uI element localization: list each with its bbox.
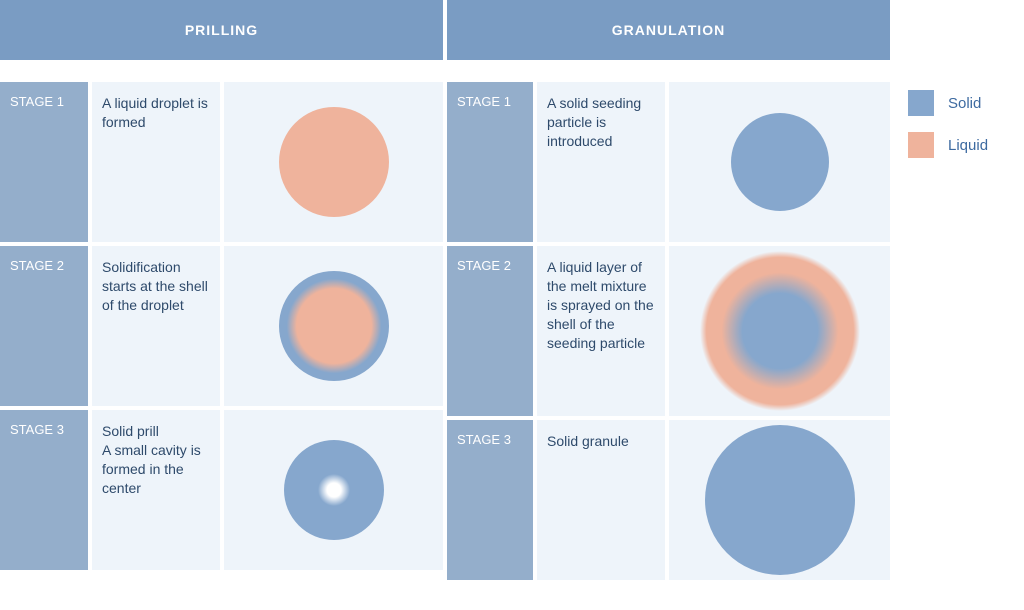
stage-graphic <box>669 82 890 242</box>
stage-description: Solid prillA small cavity is formed in t… <box>92 410 224 570</box>
stage-graphic <box>669 246 890 416</box>
legend: Solid Liquid <box>890 0 1024 580</box>
legend-swatch <box>908 90 934 116</box>
process-header: GRANULATION <box>445 0 890 64</box>
stage-graphic <box>669 420 890 580</box>
spacer <box>445 64 890 78</box>
stage-description: A solid seeding particle is introduced <box>537 82 669 242</box>
stage-row: STAGE 3Solid prillA small cavity is form… <box>0 406 445 570</box>
stage-label-cell: STAGE 3 <box>445 420 537 580</box>
process-columns: PRILLINGSTAGE 1A liquid droplet is forme… <box>0 0 890 580</box>
process-header: PRILLING <box>0 0 445 64</box>
legend-item: Solid <box>908 90 1024 116</box>
comparison-container: PRILLINGSTAGE 1A liquid droplet is forme… <box>0 0 1024 580</box>
stage-graphic <box>224 410 445 570</box>
stage-label-cell: STAGE 2 <box>0 246 92 406</box>
stage-row: STAGE 1A liquid droplet is formed <box>0 78 445 242</box>
stage-graphic <box>224 82 445 242</box>
stage-label-cell: STAGE 2 <box>445 246 537 416</box>
spacer <box>0 64 445 78</box>
process-column: PRILLING STAGE 1A liquid droplet is forme… <box>0 0 445 580</box>
stage-row: STAGE 2Solidification starts at the shel… <box>0 242 445 406</box>
stage-label-cell: STAGE 3 <box>0 410 92 570</box>
process-column: GRANULATION STAGE 1A solid seeding partic… <box>445 0 890 580</box>
stage-description: A liquid layer of the melt mixture is sp… <box>537 246 669 416</box>
stage-graphic <box>224 246 445 406</box>
stage-description: A liquid droplet is formed <box>92 82 224 242</box>
stage-label-cell: STAGE 1 <box>445 82 537 242</box>
stage-description: Solidification starts at the shell of th… <box>92 246 224 406</box>
stage-label-cell: STAGE 1 <box>0 82 92 242</box>
stage-row: STAGE 2A liquid layer of the melt mixtur… <box>445 242 890 416</box>
stage-row: STAGE 1A solid seeding particle is intro… <box>445 78 890 242</box>
stage-row: STAGE 3Solid granule <box>445 416 890 580</box>
legend-label: Liquid <box>948 137 988 154</box>
legend-swatch <box>908 132 934 158</box>
legend-item: Liquid <box>908 132 1024 158</box>
stage-description: Solid granule <box>537 420 669 580</box>
legend-label: Solid <box>948 95 981 112</box>
